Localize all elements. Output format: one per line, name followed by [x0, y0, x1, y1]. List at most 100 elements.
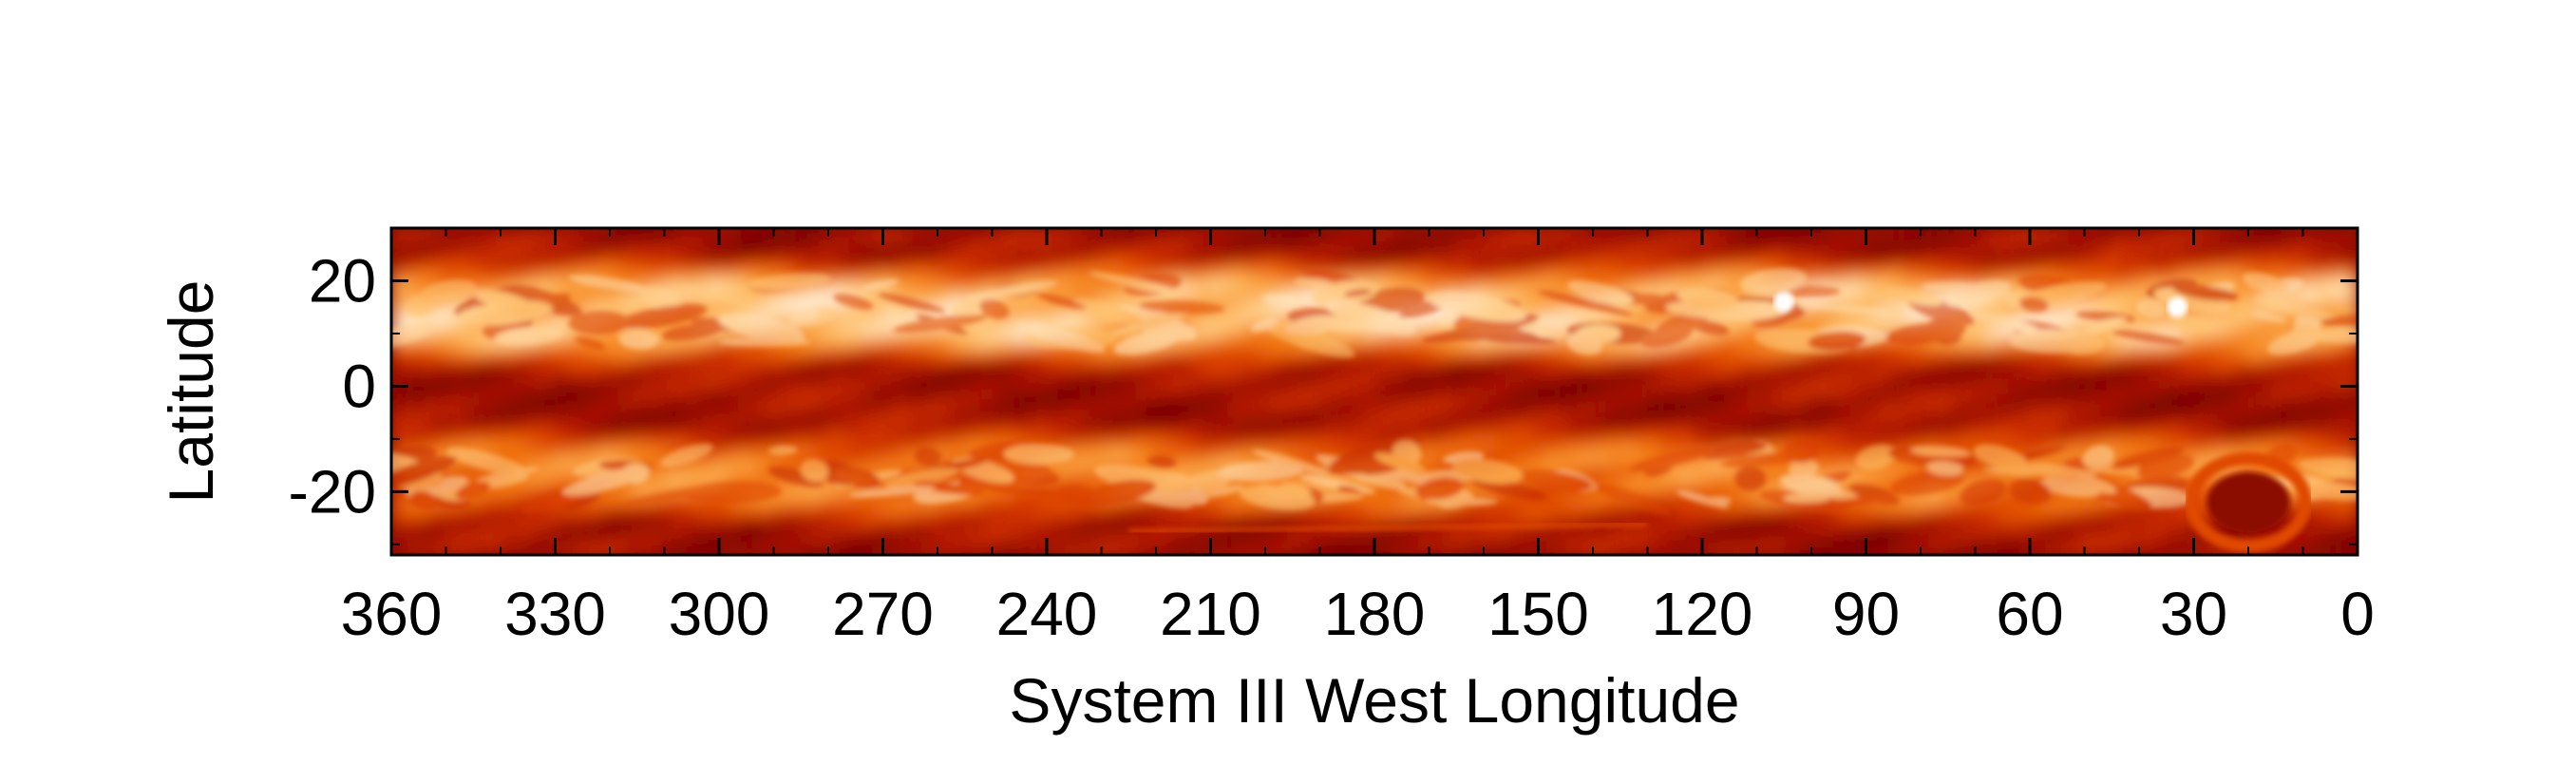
heatmap-cell — [1637, 259, 1649, 267]
heatmap-cell — [708, 254, 721, 261]
heatmap-cell — [533, 233, 546, 240]
heatmap-cell — [926, 259, 939, 267]
heatmap-cell — [1494, 228, 1507, 235]
heatmap-cell — [1680, 228, 1693, 235]
heatmap-cell — [1484, 259, 1496, 267]
heatmap-cell — [1822, 254, 1835, 261]
heatmap-cell — [1145, 249, 1158, 257]
heatmap-cell — [1287, 239, 1299, 246]
heatmap-cell — [1724, 254, 1736, 261]
heatmap-cell — [1734, 259, 1748, 267]
heatmap-cell — [1188, 243, 1202, 251]
heatmap-cell — [1975, 228, 1988, 235]
heatmap-cell — [1112, 233, 1125, 240]
heatmap-cell — [675, 228, 688, 235]
heatmap-cell — [2259, 243, 2272, 251]
heatmap-cell — [1057, 233, 1070, 240]
heatmap-cell — [861, 228, 874, 235]
heatmap-cell — [1025, 233, 1037, 240]
heatmap-cell — [1166, 254, 1180, 261]
heatmap-cell — [1899, 249, 1911, 257]
heatmap-cell — [2030, 233, 2042, 240]
heatmap-cell — [1353, 239, 1365, 246]
heatmap-cell — [708, 233, 721, 240]
heatmap-cell — [2281, 249, 2294, 257]
heatmap-cell — [926, 254, 939, 261]
heatmap-cell — [2171, 249, 2185, 257]
heatmap-cell — [501, 254, 513, 261]
heatmap-cell — [1734, 233, 1748, 240]
heatmap-cell — [2226, 254, 2239, 261]
heatmap-cell — [1887, 228, 1901, 235]
heatmap-cell — [2336, 233, 2348, 240]
heatmap-cell — [1680, 249, 1693, 257]
heatmap-cell — [445, 249, 459, 257]
heatmap-cell — [1341, 254, 1354, 261]
heatmap-cell — [1625, 228, 1638, 235]
heatmap-cell — [402, 243, 415, 251]
heatmap-cell — [1385, 249, 1398, 257]
heatmap-cell — [1931, 254, 1944, 261]
heatmap-cell — [413, 228, 426, 235]
heatmap-cell — [1450, 249, 1464, 257]
heatmap-cell — [697, 243, 710, 251]
heatmap-cell — [1079, 254, 1092, 261]
heatmap-cell — [555, 254, 568, 261]
heatmap-cell — [1768, 239, 1780, 246]
heatmap-cell — [1887, 239, 1901, 246]
heatmap-cell — [632, 239, 644, 246]
heatmap-cell — [2139, 243, 2151, 251]
heatmap-cell — [2302, 249, 2316, 257]
heatmap-cell — [1407, 254, 1420, 261]
heatmap-cell — [533, 239, 546, 246]
heatmap-cell — [1506, 254, 1518, 261]
heatmap-cell — [489, 233, 502, 240]
heatmap-cell — [435, 254, 447, 261]
heatmap-cell — [2346, 239, 2358, 246]
heatmap-cell — [741, 239, 753, 246]
heatmap-cell — [1724, 239, 1736, 246]
heatmap-cell — [1768, 249, 1780, 257]
heatmap-cell — [1746, 254, 1758, 261]
heatmap-cell — [1309, 249, 1321, 257]
heatmap-cell — [1516, 228, 1529, 235]
heatmap-cell — [1297, 249, 1311, 257]
heatmap-cell — [697, 254, 710, 261]
heatmap-cell — [1123, 249, 1136, 257]
heatmap-cell — [992, 243, 1005, 251]
heatmap-cell — [1178, 254, 1190, 261]
heatmap-cell — [1778, 228, 1791, 235]
heatmap-cell — [981, 254, 994, 261]
heatmap-cell — [1396, 243, 1409, 251]
heatmap-cell — [653, 243, 666, 251]
heatmap-cell — [1232, 228, 1245, 235]
heatmap-cell — [2292, 259, 2304, 267]
heatmap-cell — [1658, 228, 1671, 235]
heatmap-cell — [1035, 259, 1049, 267]
heatmap-cell — [1877, 243, 1889, 251]
heatmap-cell — [1680, 259, 1693, 267]
heatmap-cell — [2095, 254, 2108, 261]
heatmap-cell — [1909, 254, 1923, 261]
heatmap-cell — [1790, 249, 1802, 257]
heatmap-cell — [1166, 249, 1180, 257]
heatmap-cell — [2205, 243, 2217, 251]
heatmap-cell — [751, 233, 765, 240]
heatmap-cell — [1407, 259, 1420, 267]
heatmap-cell — [1506, 228, 1518, 235]
heatmap-cell — [1953, 249, 1966, 257]
heatmap-cell — [1527, 254, 1540, 261]
heatmap-cell — [1625, 254, 1638, 261]
heatmap-cell — [839, 254, 852, 261]
heatmap-cell — [1003, 249, 1015, 257]
heatmap-cell — [620, 243, 634, 251]
heatmap-cell — [620, 233, 634, 240]
heatmap-cell — [653, 239, 666, 246]
heatmap-cell — [555, 228, 568, 235]
heatmap-cell — [467, 239, 481, 246]
heatmap-cell — [1756, 249, 1770, 257]
heatmap-cell — [1669, 254, 1682, 261]
heatmap-cell — [2259, 259, 2272, 267]
heatmap-cell — [457, 264, 469, 272]
heatmap-cell — [1188, 239, 1202, 246]
